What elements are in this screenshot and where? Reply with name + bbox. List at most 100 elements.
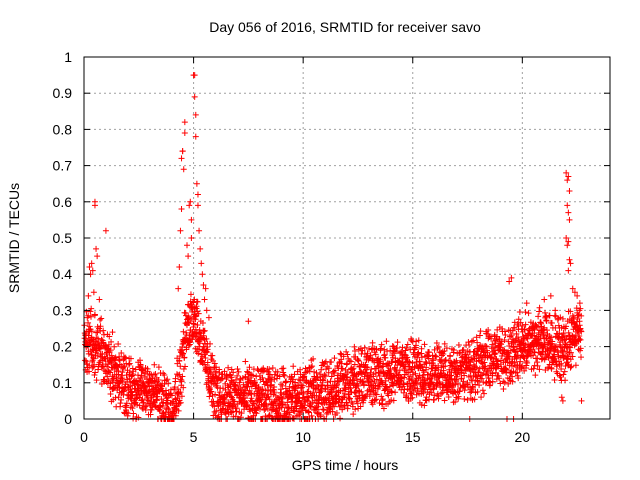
data-point <box>182 363 189 370</box>
data-point <box>193 313 200 320</box>
data-point <box>525 310 532 317</box>
data-point <box>574 292 581 299</box>
data-point <box>188 216 195 223</box>
y-tick-labels: 0 0.1 0.2 0.3 0.4 0.5 0.6 0.7 0.8 0.9 1 <box>53 49 73 427</box>
data-point <box>474 339 481 346</box>
data-point <box>436 378 443 385</box>
data-point <box>310 355 317 362</box>
data-point <box>476 332 483 339</box>
data-point <box>469 377 476 384</box>
data-point <box>91 311 98 318</box>
data-point <box>478 394 485 401</box>
chart-title: Day 056 of 2016, SRMTID for receiver sav… <box>209 19 481 35</box>
data-point <box>576 307 583 314</box>
data-point <box>410 389 417 396</box>
data-point <box>263 379 270 386</box>
data-point <box>104 373 111 380</box>
data-point <box>409 394 416 401</box>
data-point <box>504 359 511 366</box>
data-point <box>358 388 365 395</box>
data-point <box>195 310 202 317</box>
data-point <box>81 357 88 364</box>
data-point <box>140 400 147 407</box>
data-point <box>513 330 520 337</box>
data-point <box>297 377 304 384</box>
data-point <box>361 344 368 351</box>
data-point <box>280 365 287 372</box>
data-point <box>385 392 392 399</box>
data-point <box>442 357 449 364</box>
data-point <box>519 363 526 370</box>
data-point <box>515 375 522 382</box>
data-point <box>328 389 335 396</box>
data-point <box>213 407 220 414</box>
data-point <box>570 314 577 321</box>
data-point <box>509 373 516 380</box>
data-point <box>435 344 442 351</box>
data-point <box>337 350 344 357</box>
data-point <box>117 400 124 407</box>
data-point <box>421 402 428 409</box>
data-point <box>227 389 234 396</box>
data-point <box>361 351 368 358</box>
data-point <box>201 327 208 334</box>
data-point <box>322 358 329 365</box>
data-point <box>571 289 578 296</box>
data-point <box>106 333 113 340</box>
data-point <box>281 372 288 379</box>
data-point <box>98 315 105 322</box>
data-point <box>390 373 397 380</box>
data-point <box>567 344 574 351</box>
data-point <box>247 408 254 415</box>
data-point <box>381 346 388 353</box>
data-point <box>274 368 281 375</box>
data-point <box>367 352 374 359</box>
data-point <box>572 362 579 369</box>
data-point <box>201 296 208 303</box>
data-point <box>185 253 192 260</box>
data-point <box>460 382 467 389</box>
data-point <box>500 378 507 385</box>
data-point <box>218 411 225 418</box>
data-point <box>177 227 184 234</box>
data-point <box>119 369 126 376</box>
data-point <box>94 329 101 336</box>
data-point <box>175 285 182 292</box>
data-point <box>425 355 432 362</box>
data-point <box>177 399 184 406</box>
data-point <box>515 334 522 341</box>
data-point <box>208 388 215 395</box>
data-point <box>531 332 538 339</box>
data-point <box>280 371 287 378</box>
data-point <box>139 396 146 403</box>
data-point <box>308 364 315 371</box>
data-point <box>334 377 341 384</box>
data-point <box>563 169 570 176</box>
x-tick-labels: 0 5 10 15 20 <box>80 429 530 445</box>
data-point <box>547 292 554 299</box>
data-point <box>548 320 555 327</box>
data-point <box>272 400 279 407</box>
data-point <box>304 388 311 395</box>
data-point <box>97 323 104 330</box>
data-point <box>450 346 457 353</box>
data-point <box>279 395 286 402</box>
data-point <box>576 335 583 342</box>
data-point <box>481 359 488 366</box>
data-point <box>302 378 309 385</box>
data-point <box>468 365 475 372</box>
data-point <box>111 343 118 350</box>
data-point <box>511 359 518 366</box>
data-point <box>549 338 556 345</box>
data-point <box>396 367 403 374</box>
data-point <box>569 353 576 360</box>
data-point <box>314 374 321 381</box>
data-point <box>129 405 136 412</box>
data-point <box>474 378 481 385</box>
y-tick-label: 0.6 <box>53 194 73 210</box>
data-point <box>562 377 569 384</box>
data-point <box>325 365 332 372</box>
data-point <box>112 354 119 361</box>
data-point <box>318 366 325 373</box>
